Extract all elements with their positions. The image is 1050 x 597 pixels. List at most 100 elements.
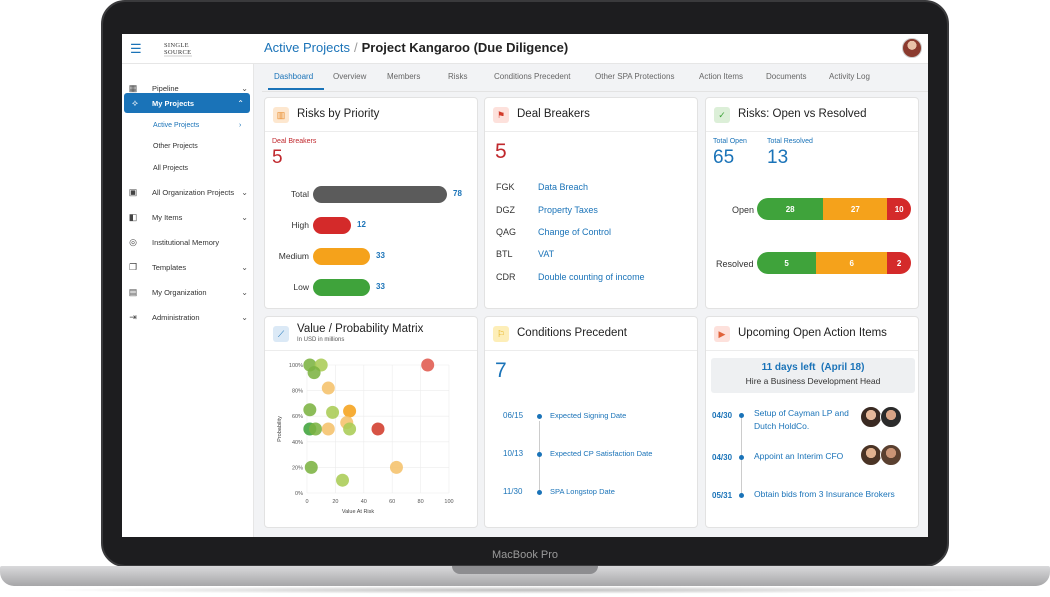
user-avatar[interactable]	[902, 38, 922, 58]
sidebar-subitem-other-projects[interactable]: Other Projects	[153, 143, 198, 150]
stack-segment[interactable]: 6	[816, 252, 888, 274]
scatter-point[interactable]	[326, 405, 340, 419]
breadcrumb-separator: /	[353, 40, 358, 55]
tab-documents[interactable]: Documents	[766, 72, 807, 81]
card-header: ⟋ Value / Probability Matrix In USD in m…	[265, 317, 477, 351]
scatter-point[interactable]	[371, 422, 385, 436]
scatter-point[interactable]	[307, 366, 321, 380]
sidebar-item-label: Pipeline	[152, 83, 179, 93]
tab-members[interactable]: Members	[387, 72, 421, 81]
next-action-banner[interactable]: 11 days left (April 18) Hire a Business …	[711, 358, 915, 393]
action-item-link[interactable]: Setup of Cayman LP and Dutch HoldCo.	[754, 407, 849, 433]
stack-segment[interactable]: 5	[757, 252, 817, 274]
tab-risks[interactable]: Risks	[448, 72, 468, 81]
y-tick-label: 20%	[292, 465, 303, 471]
priority-bar-row[interactable]: High 12	[265, 215, 477, 235]
action-item-link[interactable]: Appoint an Interim CFO	[754, 451, 844, 461]
scatter-point[interactable]	[421, 358, 435, 372]
sidebar-item-institutional-memory[interactable]: ◎ Institutional Memory	[122, 232, 254, 252]
tab-dashboard[interactable]: Dashboard	[274, 72, 314, 81]
sidebar-subitem-active-projects[interactable]: Active Projects ›	[153, 122, 241, 129]
conditions-precedent-card: ⚐ Conditions Precedent 7 06/15 Expected S…	[484, 316, 698, 528]
assignee-avatar[interactable]	[880, 406, 902, 428]
tab-conditions-precedent[interactable]: Conditions Precedent	[494, 72, 571, 81]
hamburger-menu-icon[interactable]: ☰	[130, 41, 142, 56]
scatter-chart: 0% 20% 40% 60% 80% 100% 0 20 40 60 80 100 Value At R…	[277, 358, 454, 515]
assignee-avatar[interactable]	[860, 444, 882, 466]
deal-breaker-link[interactable]: VAT	[538, 249, 555, 259]
assignee-avatar[interactable]	[880, 444, 902, 466]
priority-name: Low	[293, 282, 309, 292]
card-header: ▥ Risks by Priority	[265, 98, 477, 132]
action-item-link[interactable]: Obtain bids from 3 Insurance Brokers	[754, 489, 895, 499]
deal-breaker-row[interactable]: QAG Change of Control	[496, 227, 611, 237]
sidebar-item-my-items[interactable]: ◧ My Items ⌄	[122, 207, 254, 227]
deal-breaker-row[interactable]: FGK Data Breach	[496, 182, 588, 192]
breadcrumb-parent-link[interactable]: Active Projects	[264, 40, 350, 55]
scatter-point[interactable]	[304, 460, 318, 474]
chevron-down-icon: ⌄	[241, 287, 248, 297]
top-bar: ☰ SINGLE SOURCE Active Projects / Project …	[122, 34, 928, 64]
scatter-point[interactable]	[343, 422, 357, 436]
tab-activity-log[interactable]: Activity Log	[829, 72, 870, 81]
conditions-count: 7	[495, 359, 507, 382]
x-tick-label: 80	[418, 499, 424, 505]
priority-bar-row[interactable]: Medium 33	[265, 246, 477, 266]
condition-link[interactable]: Expected Signing Date	[550, 411, 627, 420]
app-logo[interactable]: SINGLE SOURCE	[162, 40, 198, 60]
sidebar-item-administration[interactable]: ⇥ Administration ⌄	[122, 307, 254, 327]
x-tick-label: 40	[361, 499, 367, 505]
scatter-point[interactable]	[303, 403, 317, 417]
deal-breaker-link[interactable]: Property Taxes	[538, 205, 598, 215]
svg-text:SOURCE: SOURCE	[164, 49, 191, 56]
priority-bar-row[interactable]: Low 33	[265, 277, 477, 297]
chevron-down-icon: ⌄	[241, 212, 248, 222]
condition-row[interactable]: 11/30 SPA Longstop Date	[503, 487, 615, 496]
tab-overview[interactable]: Overview	[333, 72, 367, 81]
sidebar-item-pipeline[interactable]: ▦ Pipeline ⌄	[122, 78, 254, 98]
deal-breaker-link[interactable]: Change of Control	[538, 227, 612, 237]
condition-row[interactable]: 10/13 Expected CP Satisfaction Date	[503, 449, 652, 458]
deal-breaker-code: DGZ	[496, 205, 515, 215]
assignee-avatar[interactable]	[860, 406, 882, 428]
stack-segment[interactable]: 27	[823, 198, 888, 220]
stack-segment[interactable]: 2	[887, 252, 911, 274]
priority-name: Medium	[278, 251, 309, 261]
grid-icon: ▦	[128, 83, 138, 93]
deal-breaker-row[interactable]: DGZ Property Taxes	[496, 205, 598, 215]
condition-link[interactable]: Expected CP Satisfaction Date	[550, 449, 653, 458]
card-title: Deal Breakers	[517, 108, 590, 120]
scatter-point[interactable]	[336, 473, 349, 487]
sidebar-item-templates[interactable]: ❐ Templates ⌄	[122, 257, 254, 277]
sidebar-item-my-organization[interactable]: ▤ My Organization ⌄	[122, 282, 254, 302]
sidebar-item-label: My Projects	[152, 98, 195, 108]
chevron-down-icon: ⌄	[241, 312, 248, 322]
deal-breaker-link[interactable]: Double counting of income	[538, 272, 645, 282]
stack-segment[interactable]: 10	[887, 198, 911, 220]
scatter-point[interactable]	[343, 404, 357, 418]
condition-row[interactable]: 06/15 Expected Signing Date	[503, 411, 626, 420]
scatter-point[interactable]	[321, 381, 335, 395]
tab-other-spa-protections[interactable]: Other SPA Protections	[595, 72, 675, 81]
condition-link[interactable]: SPA Longstop Date	[550, 487, 615, 496]
sidebar-item-all-organization-projects[interactable]: ▣ All Organization Projects ⌄	[122, 182, 254, 202]
tab-action-items[interactable]: Action Items	[699, 72, 744, 81]
timeline-dot	[739, 455, 744, 460]
admin-icon: ⇥	[129, 312, 137, 322]
scatter-point[interactable]	[389, 460, 403, 474]
laptop-notch	[452, 566, 598, 574]
scatter-point[interactable]	[321, 422, 335, 436]
sidebar-item-my-projects[interactable]: ⟡ My Projects ⌃	[124, 93, 250, 113]
sidebar-subitem-all-projects[interactable]: All Projects	[153, 165, 189, 172]
priority-bar-row[interactable]: Total 78	[265, 184, 477, 204]
timeline-dot	[537, 452, 542, 457]
deal-breaker-row[interactable]: BTL VAT	[496, 249, 554, 259]
deal-breaker-link[interactable]: Data Breach	[538, 182, 589, 192]
deal-breaker-row[interactable]: CDR Double counting of income	[496, 272, 645, 282]
x-tick-label: 0	[305, 499, 308, 505]
stack-segment[interactable]: 28	[757, 198, 824, 220]
priority-bar	[313, 186, 447, 203]
card-header: ✓ Risks: Open vs Resolved	[706, 98, 918, 132]
scatter-point[interactable]	[309, 422, 323, 436]
risks-by-priority-card: ▥ Risks by Priority Deal Breakers 5 Tota…	[264, 97, 478, 309]
